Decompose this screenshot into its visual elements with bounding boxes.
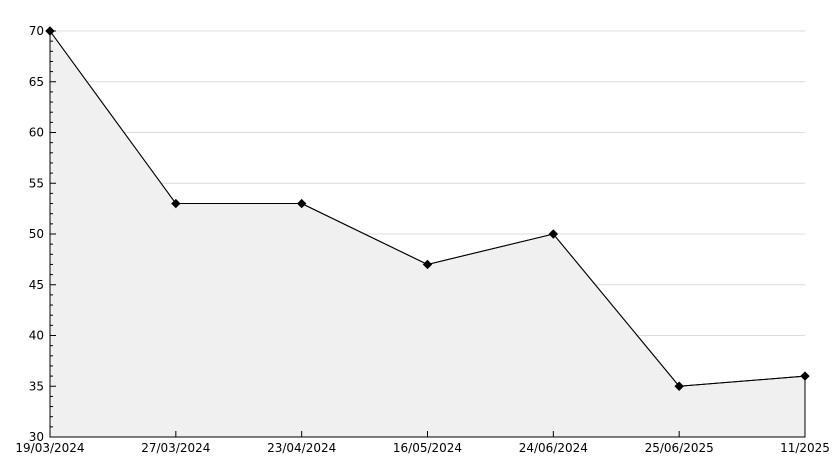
y-tick-label: 70 <box>29 24 44 38</box>
y-tick-label: 35 <box>29 379 44 393</box>
data-point-marker <box>548 229 559 239</box>
y-tick-label: 55 <box>29 176 44 190</box>
x-tick-label: 27/03/2024 <box>141 441 210 455</box>
data-point-marker <box>674 381 684 391</box>
data-point-marker <box>422 259 433 270</box>
y-tick-label: 50 <box>29 227 44 241</box>
y-tick-label: 60 <box>29 126 44 140</box>
x-tick-label: 23/04/2024 <box>267 441 336 455</box>
data-point-marker <box>800 371 810 381</box>
data-point-marker <box>296 198 307 209</box>
y-tick-label: 45 <box>29 278 44 292</box>
x-tick-label: 24/06/2024 <box>519 441 588 455</box>
x-tick-label: 16/05/2024 <box>393 441 462 455</box>
data-point-marker <box>171 198 181 209</box>
y-tick-label: 65 <box>29 75 44 89</box>
x-tick-label: 11/2025 <box>780 441 830 455</box>
y-tick-label: 30 <box>29 430 44 444</box>
x-tick-label: 19/03/2024 <box>15 441 84 455</box>
data-point-marker <box>45 26 55 36</box>
x-tick-label: 25/06/2025 <box>645 441 714 455</box>
y-tick-label: 40 <box>29 329 44 343</box>
